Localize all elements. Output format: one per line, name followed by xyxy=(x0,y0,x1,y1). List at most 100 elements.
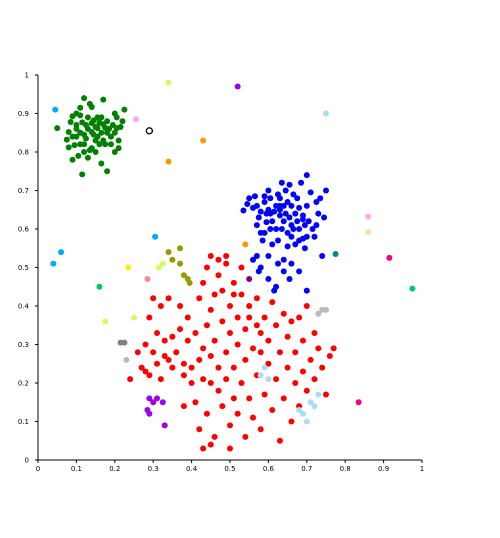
data-point xyxy=(155,264,162,271)
data-point xyxy=(267,226,274,232)
data-point xyxy=(282,210,289,217)
data-point xyxy=(227,445,233,452)
data-point xyxy=(215,364,222,371)
data-point xyxy=(265,252,272,259)
y-tick-label: 1 xyxy=(25,72,29,80)
data-point xyxy=(84,114,91,121)
data-point xyxy=(286,181,293,188)
series-15 xyxy=(355,254,393,406)
data-point xyxy=(253,252,260,259)
data-point xyxy=(223,260,230,267)
data-point xyxy=(299,410,306,417)
data-point xyxy=(207,252,214,259)
data-point xyxy=(238,264,245,271)
data-point xyxy=(276,437,283,444)
data-point xyxy=(177,303,184,309)
data-point xyxy=(219,403,226,410)
data-point xyxy=(161,353,168,360)
data-point xyxy=(299,216,306,223)
data-point xyxy=(284,243,291,250)
data-point xyxy=(83,135,89,142)
data-point xyxy=(296,237,303,244)
y-tick-label: 0.4 xyxy=(18,303,30,311)
data-point xyxy=(165,79,172,86)
data-point xyxy=(265,376,272,383)
data-point xyxy=(323,187,329,194)
data-point xyxy=(321,214,328,221)
data-point xyxy=(94,125,101,132)
data-point xyxy=(261,229,268,236)
data-point xyxy=(173,349,180,356)
data-point xyxy=(200,445,207,452)
data-point xyxy=(188,364,195,371)
y-tick-label: 0.8 xyxy=(18,149,29,157)
data-point xyxy=(84,154,91,161)
data-point xyxy=(234,341,241,348)
data-point xyxy=(276,349,283,356)
series-17 xyxy=(365,229,372,236)
data-point xyxy=(67,118,74,125)
data-point xyxy=(323,110,329,117)
data-point xyxy=(265,337,272,344)
series-2 xyxy=(127,252,337,452)
data-point xyxy=(207,306,214,313)
data-point xyxy=(192,399,199,406)
data-point xyxy=(119,118,126,125)
data-point xyxy=(234,410,241,417)
data-point xyxy=(307,356,314,363)
data-point xyxy=(127,376,134,383)
data-point xyxy=(246,195,253,202)
data-point xyxy=(323,306,329,313)
data-point xyxy=(263,219,270,226)
data-point xyxy=(290,191,297,198)
data-point xyxy=(115,145,122,152)
data-point xyxy=(238,380,245,386)
data-point xyxy=(261,193,268,200)
data-point xyxy=(123,356,130,363)
data-point xyxy=(265,360,272,367)
data-point xyxy=(65,128,72,135)
data-point xyxy=(146,314,153,321)
data-point xyxy=(365,229,372,236)
data-point xyxy=(288,202,295,209)
data-point xyxy=(261,391,268,398)
data-point xyxy=(230,395,237,402)
data-point xyxy=(77,112,84,119)
data-point xyxy=(284,333,291,340)
data-point xyxy=(81,141,88,148)
series-12 xyxy=(50,106,159,267)
data-point xyxy=(284,229,291,236)
data-point xyxy=(311,376,318,383)
data-point xyxy=(107,141,114,148)
data-point xyxy=(81,95,88,102)
data-point xyxy=(242,326,249,333)
data-point xyxy=(121,339,128,346)
data-point xyxy=(94,133,101,140)
data-point xyxy=(134,349,141,356)
data-point xyxy=(303,233,310,240)
data-point xyxy=(88,103,95,110)
data-point xyxy=(200,376,207,383)
data-point xyxy=(77,104,84,111)
x-tick-label: 0.3 xyxy=(148,465,159,473)
data-point xyxy=(267,195,274,202)
series-13 xyxy=(96,283,416,292)
data-point xyxy=(169,256,176,263)
data-point xyxy=(180,372,187,379)
data-point xyxy=(227,422,233,429)
data-point xyxy=(409,285,416,292)
series-1 xyxy=(240,172,329,294)
data-point xyxy=(223,252,230,259)
data-point xyxy=(81,149,88,155)
data-point xyxy=(292,380,299,386)
data-point xyxy=(207,353,214,360)
data-point xyxy=(311,403,318,410)
data-point xyxy=(355,399,362,406)
data-point xyxy=(257,426,264,433)
data-point xyxy=(257,372,264,379)
data-point xyxy=(144,406,151,413)
data-points xyxy=(50,79,416,452)
data-point xyxy=(290,226,297,232)
data-point xyxy=(157,376,164,383)
data-point xyxy=(223,376,230,383)
